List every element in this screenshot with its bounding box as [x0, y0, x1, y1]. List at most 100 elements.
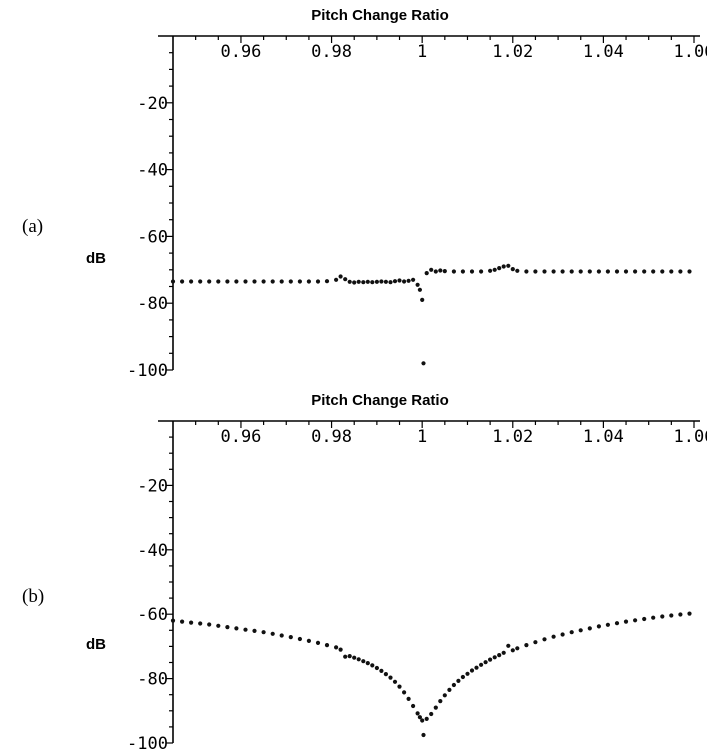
data-point-a — [243, 279, 248, 284]
data-point-b — [614, 621, 620, 626]
data-point-b — [379, 668, 384, 674]
data-point-a — [469, 269, 475, 274]
panel-a: (a) Pitch Change Ratio dB 0.96 0.98 1 1.02 1… — [22, 7, 707, 381]
data-point-a — [324, 279, 330, 284]
data-point-b — [479, 662, 484, 667]
data-point-b — [465, 671, 470, 676]
x-tick-label-b: 1.04 — [583, 427, 624, 447]
data-point-b — [397, 684, 402, 689]
data-point-a — [515, 268, 520, 273]
data-point-b — [189, 620, 194, 625]
data-point-b — [216, 623, 221, 628]
data-point-b — [501, 650, 506, 655]
data-point-b — [678, 612, 683, 617]
y-tick-label-b: -20 — [137, 476, 168, 496]
y-tick-label-a: -20 — [137, 94, 168, 114]
y-tick-label-a: -100 — [127, 361, 168, 381]
panel-label-a: (a) — [22, 216, 43, 237]
data-point-b — [352, 655, 357, 660]
data-point-a — [270, 279, 275, 284]
data-point-b — [424, 716, 429, 722]
data-point-b — [560, 632, 565, 637]
data-point-a — [542, 269, 547, 274]
data-point-b — [288, 635, 293, 640]
data-point-a — [397, 278, 402, 283]
data-point-b — [324, 643, 330, 648]
data-point-a — [578, 269, 583, 274]
data-point-b — [587, 626, 592, 631]
data-point-b — [338, 647, 343, 652]
data-point-a — [343, 277, 348, 282]
data-point-b — [420, 718, 425, 723]
data-point-a — [488, 268, 493, 273]
data-point-b — [406, 696, 411, 702]
data-point-a — [170, 279, 176, 284]
data-point-b — [447, 687, 452, 693]
x-axis-title-a: Pitch Change Ratio — [311, 7, 449, 24]
data-point-b — [469, 668, 475, 673]
data-point-a — [438, 268, 443, 273]
y-axis-title-b: dB — [86, 636, 106, 653]
data-point-a — [492, 267, 497, 272]
data-point-a — [288, 279, 293, 284]
data-point-b — [417, 715, 422, 720]
data-point-b — [438, 699, 443, 704]
data-point-b — [596, 624, 602, 629]
data-point-b — [388, 675, 393, 680]
data-point-b — [225, 625, 230, 630]
data-point-a — [297, 279, 302, 284]
data-point-b — [483, 660, 488, 665]
data-point-b — [234, 626, 239, 631]
data-point-b — [669, 613, 674, 618]
data-point-b — [497, 653, 502, 658]
data-point-a — [334, 277, 339, 282]
data-point-b — [361, 659, 366, 664]
data-point-a — [533, 269, 538, 274]
data-point-a — [420, 297, 425, 302]
data-point-a — [370, 280, 375, 285]
data-point-b — [542, 637, 547, 642]
x-tick-label-b: 0.96 — [220, 427, 261, 447]
data-point-a — [365, 279, 370, 284]
panel-label-b: (b) — [22, 586, 44, 607]
data-point-b — [334, 645, 339, 650]
data-point-b — [578, 628, 583, 633]
data-point-a — [605, 269, 611, 274]
data-point-b — [474, 665, 479, 670]
data-point-a — [417, 287, 422, 292]
y-tick-label-a: -40 — [137, 161, 168, 181]
data-point-a — [429, 267, 434, 272]
x-tick-label-b: 1.06 — [674, 427, 707, 447]
data-point-b — [374, 665, 379, 671]
data-point-b — [642, 616, 647, 622]
data-point-b — [429, 711, 434, 717]
data-point-a — [383, 279, 388, 284]
data-point-b — [687, 611, 692, 616]
data-point-b — [510, 648, 515, 653]
data-point-b — [261, 630, 266, 635]
data-point-b — [306, 638, 311, 644]
x-tick-label-a: 1.02 — [492, 42, 533, 62]
data-point-a — [411, 277, 416, 282]
data-point-b — [207, 622, 212, 627]
data-point-b — [551, 634, 556, 639]
data-point-a — [506, 263, 511, 268]
data-point-a — [315, 279, 321, 284]
data-point-b — [488, 657, 493, 662]
x-tick-label-a: 0.96 — [220, 42, 261, 62]
data-point-a — [388, 280, 393, 285]
data-point-b — [456, 678, 461, 684]
data-point-b — [451, 682, 456, 688]
data-point-b — [623, 619, 629, 624]
data-point-a — [479, 269, 484, 274]
data-point-a — [623, 269, 629, 274]
data-point-a — [306, 279, 311, 284]
data-point-b — [569, 630, 574, 635]
data-point-b — [198, 621, 203, 626]
data-point-b — [411, 703, 416, 709]
data-point-b — [347, 654, 352, 659]
data-point-a — [642, 269, 647, 274]
data-point-b — [243, 627, 248, 632]
data-point-a — [451, 269, 456, 274]
data-point-b — [279, 633, 284, 638]
